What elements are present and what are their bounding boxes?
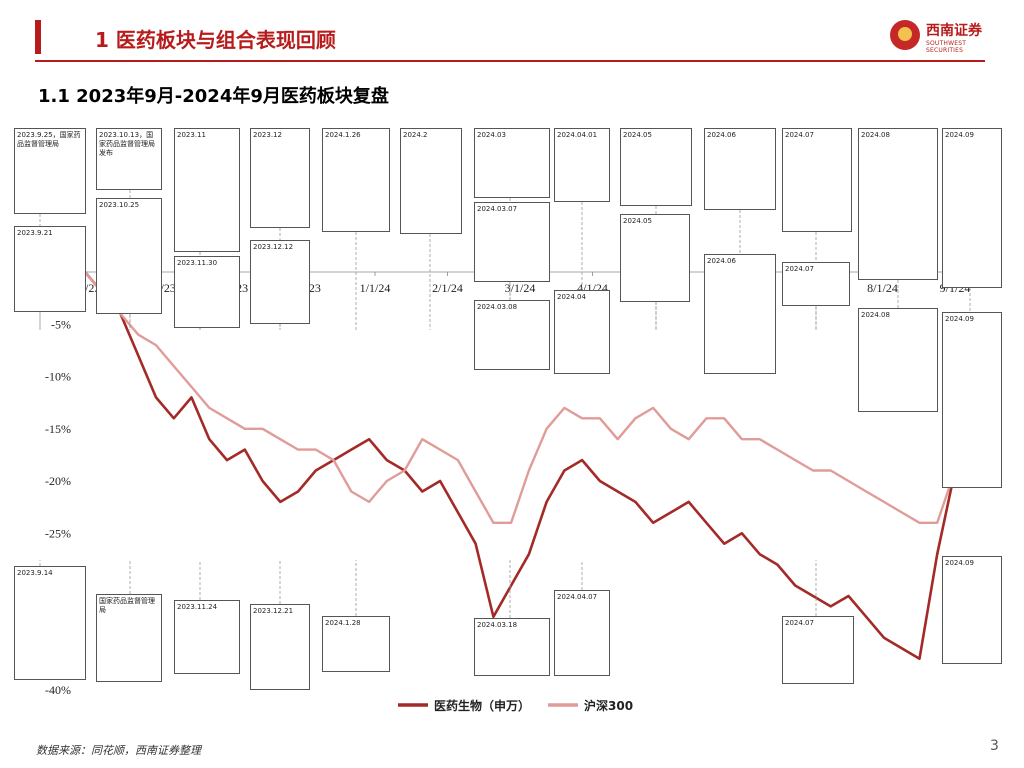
- annotation-box: 2024.08: [858, 308, 938, 412]
- legend-label: 医药生物（申万）: [434, 698, 530, 713]
- annotation-box: 2024.05: [620, 128, 692, 206]
- x-tick-label: 3/1/24: [505, 281, 536, 295]
- annotation-box: 2023.10.13，国家药品监督管理局发布: [96, 128, 162, 190]
- x-tick-label: 8/1/24: [867, 281, 898, 295]
- annotation-box: 2024.06: [704, 128, 776, 210]
- y-tick-label: -25%: [45, 526, 71, 540]
- logo-subtitle: SOUTHWEST SECURITIES: [926, 40, 967, 54]
- header-accent-bar: [35, 20, 41, 54]
- y-tick-label: -5%: [51, 317, 71, 331]
- annotation-box: 2023.9.25，国家药品监督管理局: [14, 128, 86, 214]
- annotation-box: 2024.03.07: [474, 202, 550, 282]
- logo-name: 西南证券: [926, 23, 982, 39]
- annotation-box: 2024.03.08: [474, 300, 550, 370]
- annotation-box: 2024.05: [620, 214, 690, 302]
- brand-logo: 西南证券 SOUTHWEST SECURITIES: [890, 18, 1000, 56]
- annotation-box: 2023.11.24: [174, 600, 240, 674]
- annotation-box: 2024.03: [474, 128, 550, 198]
- series-line-csi300: [84, 271, 957, 524]
- x-tick-label: 1/1/24: [360, 281, 391, 295]
- annotation-box: 2023.9.14: [14, 566, 86, 680]
- annotation-box: 2023.9.21: [14, 226, 86, 312]
- annotation-box: 2024.07: [782, 262, 850, 306]
- annotation-box: 2024.09: [942, 128, 1002, 288]
- annotation-box: 2024.04.07: [554, 590, 610, 676]
- page-title: 1 医药板块与组合表现回顾: [95, 28, 336, 52]
- y-tick-label: -10%: [45, 370, 71, 384]
- series-line-pharma: [84, 271, 957, 661]
- annotation-box: 2023.11: [174, 128, 240, 252]
- annotation-box: 2023.11.30: [174, 256, 240, 328]
- annotation-box: 2024.1.26: [322, 128, 390, 232]
- annotation-box: 2023.12: [250, 128, 310, 228]
- header-divider: [35, 60, 985, 62]
- annotation-box: 2024.08: [858, 128, 938, 280]
- annotation-box: 2024.07: [782, 128, 852, 232]
- logo-mark-icon: [890, 20, 920, 50]
- section-title: 1.1 2023年9月-2024年9月医药板块复盘: [38, 86, 389, 107]
- page-number: 3: [990, 738, 999, 754]
- annotation-box: 2023.12.21: [250, 604, 310, 690]
- annotation-box: 2024.09: [942, 556, 1002, 664]
- annotation-box: 2023.12.12: [250, 240, 310, 324]
- annotation-box: 2024.09: [942, 312, 1002, 488]
- annotation-box: 2024.04.01: [554, 128, 610, 202]
- x-tick-label: 2/1/24: [432, 281, 463, 295]
- annotation-box: 2024.07: [782, 616, 854, 684]
- annotation-box: 2024.2: [400, 128, 462, 234]
- annotation-box: 2024.06: [704, 254, 776, 374]
- data-source-note: 数据来源：同花顺，西南证券整理: [36, 744, 201, 757]
- annotation-box: 2023.10.25: [96, 198, 162, 314]
- y-tick-label: -15%: [45, 422, 71, 436]
- y-tick-label: -20%: [45, 474, 71, 488]
- annotation-box: 2024.04: [554, 290, 610, 374]
- y-tick-label: -40%: [45, 683, 71, 697]
- annotation-box: 国家药品监督管理局: [96, 594, 162, 682]
- annotation-box: 2024.1.28: [322, 616, 390, 672]
- legend-label: 沪深300: [584, 698, 633, 713]
- annotation-box: 2024.03.18: [474, 618, 550, 676]
